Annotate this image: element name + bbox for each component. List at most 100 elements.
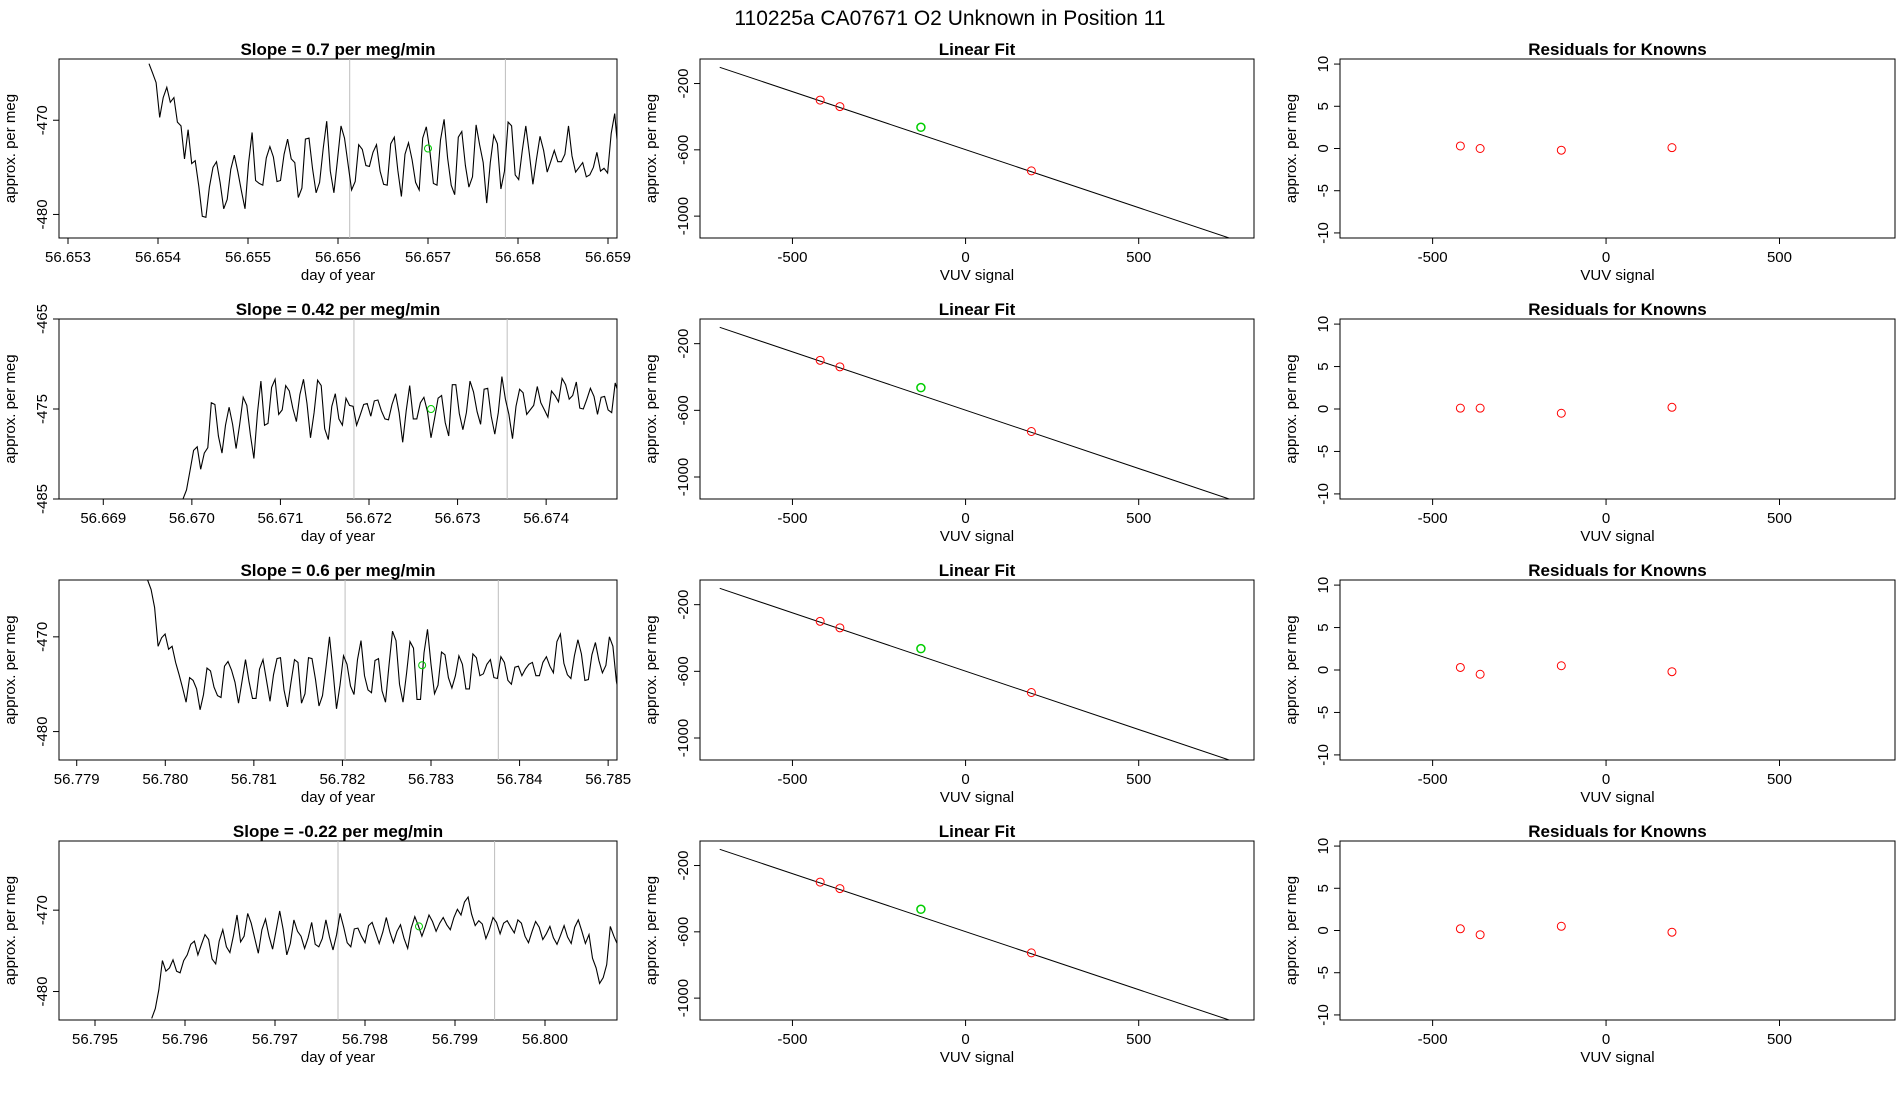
x-axis-label: VUV signal [940, 789, 1014, 806]
plot-area [1455, 402, 1677, 418]
residual-point [1667, 402, 1677, 412]
y-tick-label: -200 [675, 329, 692, 359]
residual-point [1556, 661, 1566, 671]
y-tick-label: 5 [1315, 623, 1332, 631]
fit-panel-4: Linear Fit -500 0 500 VUV signal -200 -600 -100… [643, 822, 1255, 1066]
x-axis-label: VUV signal [940, 1049, 1014, 1066]
x-axis-label: VUV signal [940, 528, 1014, 545]
x-tick-label: 56.673 [435, 510, 481, 527]
x-tick-label: 56.779 [54, 771, 100, 788]
panel-title: Residuals for Knowns [1528, 300, 1707, 319]
y-tick-label: -600 [675, 917, 692, 947]
x-tick-label: -500 [777, 249, 807, 266]
y-tick-label: -470 [34, 895, 51, 925]
residual-panel-4: Residuals for Knowns -500 0 500 VUV signal 10… [1283, 822, 1896, 1066]
residual-point [1667, 927, 1677, 937]
panel-title: Linear Fit [939, 561, 1016, 580]
known-point [815, 877, 825, 887]
x-tick-label: 56.781 [231, 771, 277, 788]
x-tick-label: 56.674 [523, 510, 569, 527]
plot-area [719, 326, 1231, 499]
panel-title: Slope = -0.22 per meg/min [233, 822, 443, 841]
y-axis: -470 -480 [34, 895, 59, 1007]
x-tick-label: 500 [1767, 249, 1792, 266]
residual-panel-2: Residuals for Knowns -500 0 500 VUV signal 10… [1283, 300, 1896, 545]
unknown-marker [424, 144, 432, 153]
x-tick-label: 56.672 [346, 510, 392, 527]
residual-panel-3: Residuals for Knowns -500 0 500 VUV signal 10… [1283, 561, 1896, 806]
plot-frame [699, 58, 1255, 239]
known-point [1026, 688, 1036, 697]
residual-point [1475, 930, 1485, 940]
y-tick-label: -470 [34, 622, 51, 652]
x-tick-label: 0 [961, 771, 969, 788]
x-tick-label: 0 [961, 1031, 969, 1048]
x-axis-label: day of year [301, 267, 375, 284]
x-axis: -500 0 500 [1418, 499, 1792, 527]
y-tick-label: -475 [34, 394, 51, 424]
y-tick-label: -600 [675, 656, 692, 686]
y-tick-label: -485 [34, 484, 51, 514]
signal-trace [151, 895, 617, 1019]
residual-point [1556, 145, 1566, 155]
y-tick-label: -480 [34, 717, 51, 747]
y-axis: -465 -475 -485 [34, 304, 59, 514]
x-tick-label: 0 [1602, 249, 1610, 266]
panel-title: Residuals for Knowns [1528, 822, 1707, 841]
x-tick-label: 56.654 [135, 249, 181, 266]
y-axis-label: approx. per meg [643, 354, 660, 463]
signal-trace [147, 580, 617, 710]
known-point [835, 884, 845, 894]
unknown-marker [415, 922, 423, 931]
y-axis-label: approx. per meg [1283, 876, 1300, 985]
known-point [835, 102, 845, 112]
x-tick-label: 56.656 [315, 249, 361, 266]
y-tick-label: -10 [1315, 744, 1332, 766]
x-tick-label: 56.670 [169, 510, 215, 527]
y-tick-label: -600 [675, 135, 692, 165]
plot-area [148, 59, 617, 238]
plot-frame [58, 58, 618, 239]
y-tick-label: 5 [1315, 884, 1332, 892]
x-tick-label: 56.780 [142, 771, 188, 788]
x-tick-label: 56.795 [72, 1031, 118, 1048]
y-axis-label: approx. per meg [2, 354, 19, 463]
plot-frame [1339, 579, 1896, 761]
plot-frame [699, 579, 1255, 761]
plot-area [719, 848, 1231, 1020]
fit-line [719, 326, 1231, 499]
x-axis: 56.653 56.654 56.655 56.656 56.657 56.658 56.6… [45, 238, 631, 266]
y-axis: -470 -480 [34, 105, 59, 229]
x-tick-label: 56.657 [405, 249, 451, 266]
panel-title: Linear Fit [939, 40, 1016, 59]
x-tick-label: 56.783 [408, 771, 454, 788]
y-tick-label: -200 [675, 69, 692, 99]
x-axis: -500 0 500 [1418, 238, 1792, 266]
x-tick-label: 56.653 [45, 249, 91, 266]
known-point [815, 355, 825, 365]
x-tick-label: 500 [1126, 249, 1151, 266]
x-tick-label: 56.782 [319, 771, 365, 788]
plot-frame [699, 318, 1255, 500]
y-tick-label: -200 [675, 590, 692, 620]
y-axis: -200 -600 -1000 [675, 590, 700, 757]
y-tick-label: -600 [675, 395, 692, 425]
y-tick-label: 0 [1315, 405, 1332, 413]
fit-line [719, 587, 1231, 760]
panel-title: Linear Fit [939, 300, 1016, 319]
x-tick-label: 0 [1602, 510, 1610, 527]
y-tick-label: -1000 [675, 979, 692, 1017]
y-axis: 10 5 0 -5 -10 [1315, 838, 1340, 1026]
unknown-point [916, 382, 926, 393]
x-tick-label: 56.800 [522, 1031, 568, 1048]
plot-frame [58, 579, 618, 761]
y-axis-label: approx. per meg [643, 94, 660, 203]
x-tick-label: 500 [1767, 510, 1792, 527]
x-tick-label: -500 [777, 1031, 807, 1048]
x-axis-label: VUV signal [1580, 1049, 1654, 1066]
y-tick-label: -480 [34, 199, 51, 229]
unknown-marker [418, 661, 427, 670]
y-tick-label: -465 [34, 304, 51, 334]
